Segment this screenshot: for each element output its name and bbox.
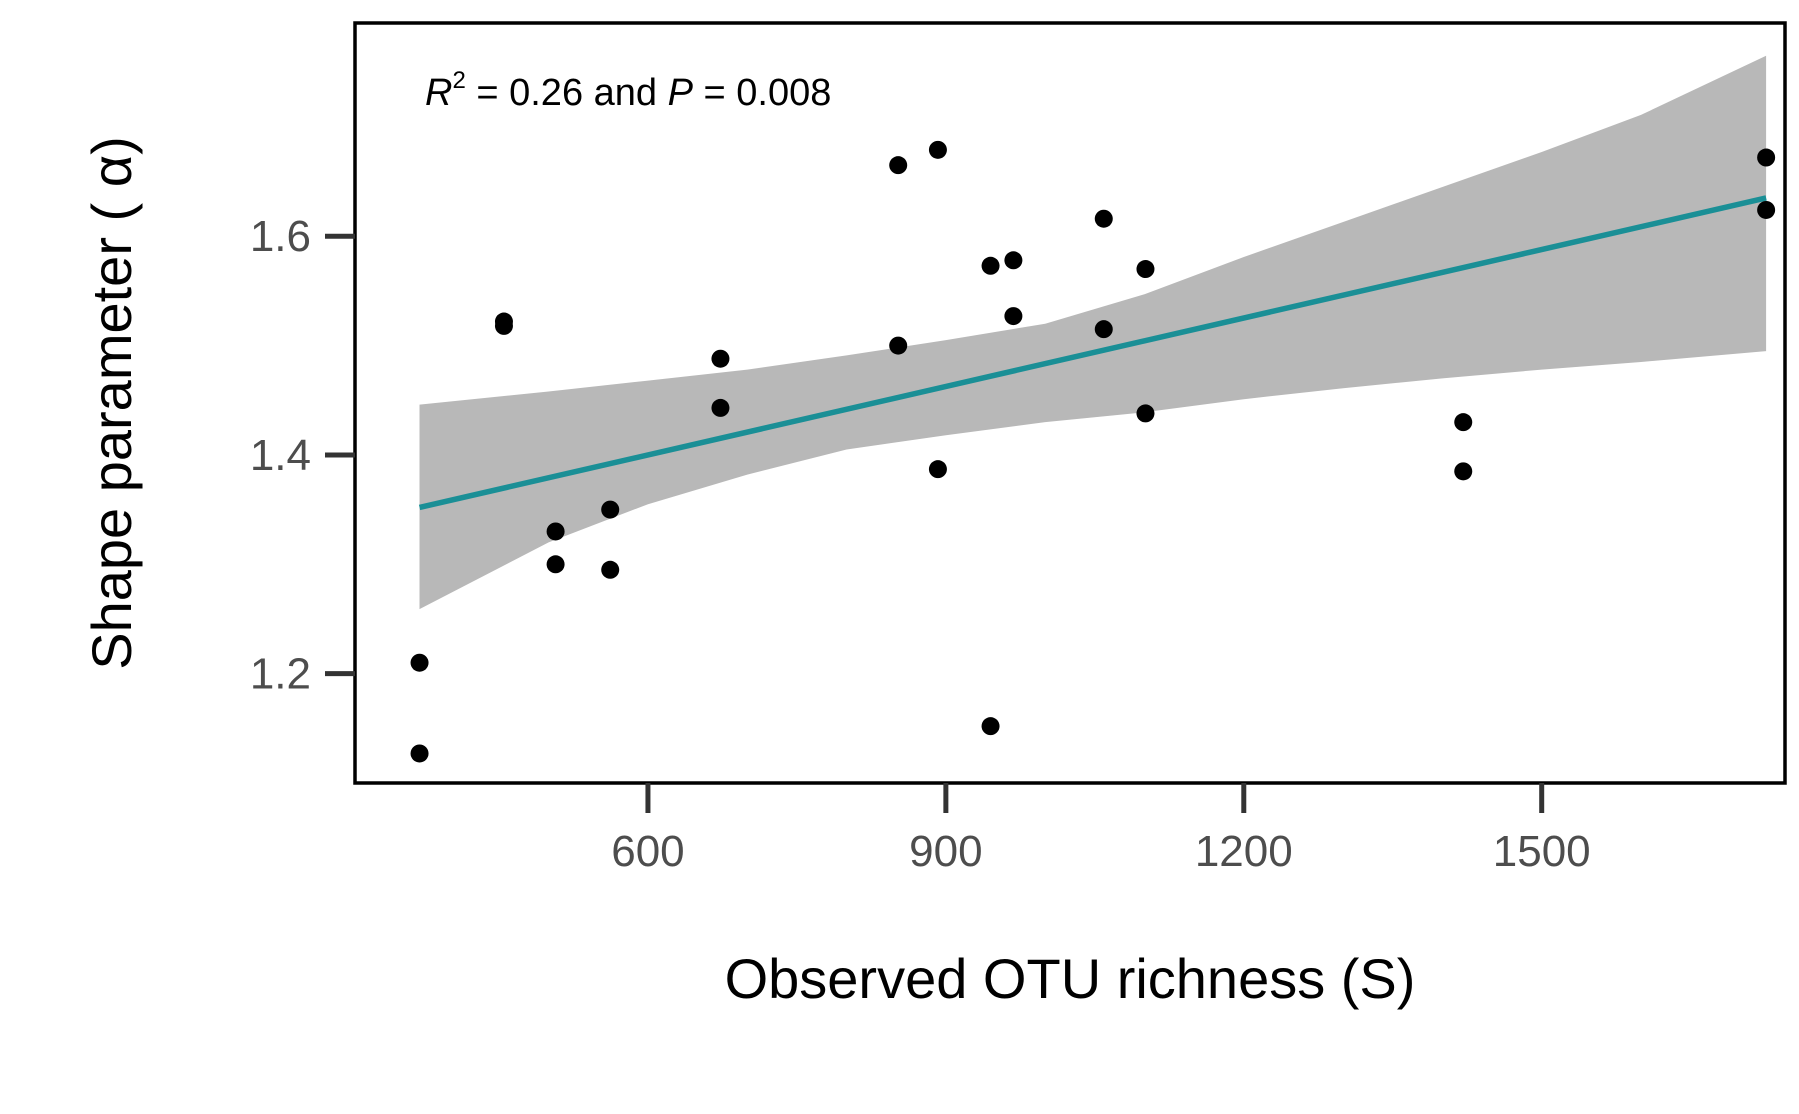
data-point: [889, 156, 908, 175]
x-tick-label: 1200: [1195, 827, 1293, 876]
data-point: [981, 717, 1000, 736]
x-axis-title: Observed OTU richness (S): [725, 947, 1416, 1010]
confidence-band: [419, 55, 1767, 610]
data-point: [410, 744, 429, 763]
plot-panel-border: [353, 21, 1787, 785]
data-point: [1004, 251, 1023, 270]
data-point: [1136, 260, 1155, 279]
data-point: [546, 555, 565, 574]
r-value-text: = 0.26 and: [466, 72, 668, 114]
data-point: [928, 460, 947, 479]
x-tick-label: 1500: [1493, 827, 1591, 876]
y-axis-title: Shape parameter ( α): [80, 136, 143, 670]
data-point: [1454, 413, 1473, 432]
x-tick-label: 900: [909, 827, 982, 876]
x-tick-label: 600: [611, 827, 684, 876]
data-point: [889, 336, 908, 355]
data-point: [711, 398, 730, 417]
r-symbol: R: [425, 72, 452, 114]
fit-statistics-annotation: R2 = 0.26 and P = 0.008: [425, 67, 831, 114]
p-value-text: = 0.008: [693, 72, 831, 114]
p-symbol: P: [668, 72, 694, 114]
data-point: [494, 316, 513, 335]
regression-line: [418, 195, 1767, 511]
y-axis-ticks: 1.2 1.4 1.6: [250, 212, 355, 699]
data-point: [1757, 200, 1776, 219]
data-point: [1757, 148, 1776, 167]
data-point: [981, 256, 1000, 275]
data-point: [1094, 320, 1113, 339]
data-point: [711, 349, 730, 368]
data-point: [601, 500, 620, 519]
r-exponent: 2: [452, 67, 465, 94]
data-point: [546, 522, 565, 541]
data-point: [1136, 404, 1155, 423]
y-tick-label: 1.6: [250, 212, 311, 261]
y-tick-label: 1.4: [250, 431, 311, 480]
data-point: [1094, 209, 1113, 228]
data-point: [928, 140, 947, 159]
data-point: [1004, 307, 1023, 326]
y-tick-label: 1.2: [250, 650, 311, 699]
data-point: [601, 560, 620, 579]
data-point: [1454, 462, 1473, 481]
data-point: [410, 653, 429, 672]
x-axis-ticks: 600 900 1200 1500: [611, 783, 1591, 876]
data-points: [410, 140, 1776, 763]
